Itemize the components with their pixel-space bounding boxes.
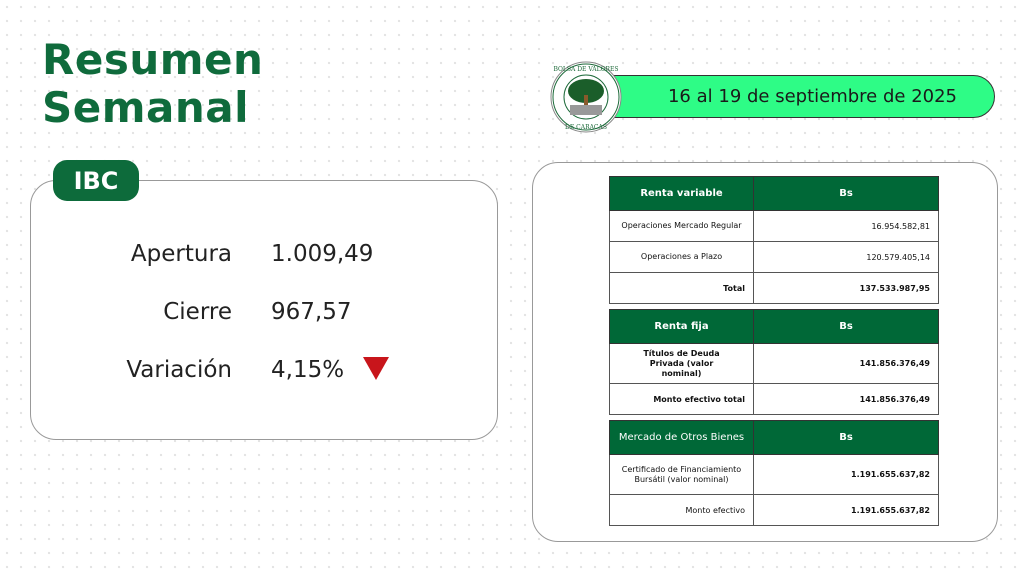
svg-text:BOLSA DE VALORES: BOLSA DE VALORES	[553, 66, 618, 73]
table-row: Total 137.533.987,95	[609, 272, 939, 304]
table-row: Operaciones Mercado Regular 16.954.582,81	[609, 210, 939, 242]
ibc-card	[30, 180, 498, 440]
renta-variable-table: Renta variable Bs Operaciones Mercado Reg…	[609, 176, 939, 304]
table-row: Certificado de Financiamiento Bursátil (…	[609, 454, 939, 495]
table-row: Títulos de Deuda Privada (valor nominal)…	[609, 343, 939, 384]
date-range-badge: 16 al 19 de septiembre de 2025	[590, 75, 995, 118]
renta-fija-table: Renta fija Bs Títulos de Deuda Privada (v…	[609, 309, 939, 415]
otros-bienes-table: Mercado de Otros Bienes Bs Certificado de…	[609, 420, 939, 526]
page-title: Resumen Semanal	[42, 35, 264, 132]
table-row: Operaciones a Plazo 120.579.405,14	[609, 241, 939, 273]
table-row: Monto efectivo 1.191.655.637,82	[609, 494, 939, 526]
triangle-down-icon	[363, 357, 389, 380]
table-row: Monto efectivo total 141.856.376,49	[609, 383, 939, 415]
bolsa-de-valores-logo: BOLSA DE VALORES DE CARACAS	[550, 61, 622, 133]
ibc-tab: IBC	[53, 160, 139, 201]
svg-text:DE CARACAS: DE CARACAS	[565, 124, 607, 131]
